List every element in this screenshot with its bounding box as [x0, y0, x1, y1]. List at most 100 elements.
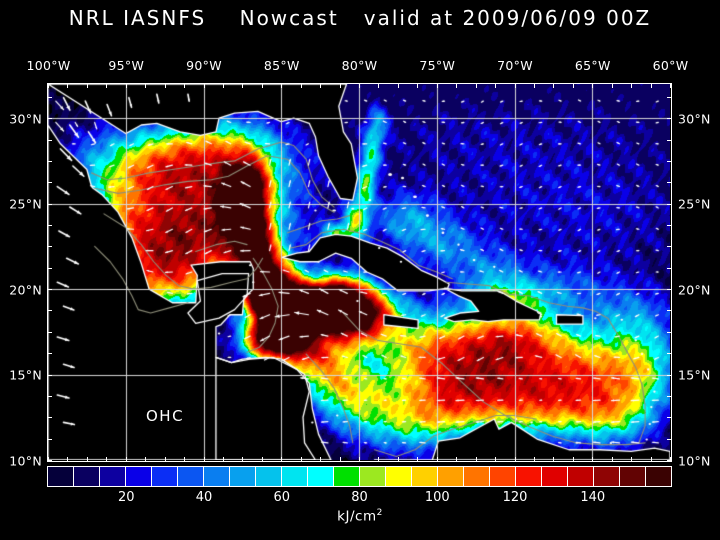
axis-tick [667, 160, 671, 162]
axis-tick [86, 457, 88, 461]
axis-tick [48, 118, 52, 120]
axis-tick [359, 84, 360, 88]
axis-tick [378, 457, 380, 461]
axis-tick [592, 84, 594, 88]
axis-tick [222, 84, 224, 88]
colorbar-cell [412, 467, 438, 486]
axis-tick [300, 457, 302, 461]
axis-tick [667, 118, 671, 120]
axis-tick [320, 84, 322, 88]
axis-tick [48, 353, 52, 355]
axis-tick [320, 457, 322, 461]
axis-tick [48, 331, 52, 333]
lat-tick-label: 20°N [9, 282, 42, 298]
axis-tick [667, 225, 671, 226]
axis-tick [667, 289, 671, 291]
axis-tick [145, 84, 147, 88]
ohc-heatmap-canvas[interactable] [48, 84, 670, 460]
ohc-map-panel[interactable]: OHC [47, 83, 672, 462]
lat-tick-label: 30°N [678, 111, 711, 127]
lat-tick-label: 25°N [678, 196, 711, 212]
colorbar-tick-label: 40 [195, 490, 213, 505]
lat-tick-label: 10°N [678, 453, 711, 468]
axis-tick [667, 96, 671, 98]
axis-tick [417, 84, 419, 88]
colorbar[interactable] [47, 466, 672, 487]
axis-tick [86, 84, 88, 88]
colorbar-cell [438, 467, 464, 486]
axis-tick [650, 457, 652, 461]
axis-tick [495, 457, 497, 461]
colorbar-cell [360, 467, 386, 486]
lon-tick-label: 100°W [26, 58, 71, 73]
axis-tick [572, 84, 574, 88]
lon-tick-label: 70°W [497, 58, 533, 73]
axis-tick [242, 84, 244, 88]
lon-tick-label: 80°W [341, 58, 378, 73]
axis-tick [670, 457, 671, 461]
axis-tick [300, 84, 302, 88]
axis-tick [611, 84, 613, 88]
axis-tick [667, 246, 671, 248]
page-title: NRL IASNFS Nowcast valid at 2009/06/09 0… [68, 6, 652, 30]
colorbar-unit-text: kJ/cm [337, 508, 377, 525]
axis-tick [514, 84, 516, 88]
axis-tick [203, 457, 205, 461]
axis-tick [667, 139, 671, 141]
axis-tick [417, 457, 419, 461]
axis-tick [48, 310, 52, 312]
axis-tick [572, 457, 574, 461]
axis-tick [242, 457, 244, 461]
axis-tick [667, 267, 671, 269]
colorbar-tick-label: 100 [424, 490, 450, 505]
axis-tick [631, 84, 633, 88]
lon-tick-label: 85°W [263, 58, 300, 73]
colorbar-cell [126, 467, 152, 486]
colorbar-cell [178, 467, 204, 486]
lat-tick-label: 25°N [9, 196, 42, 212]
axis-tick [48, 289, 52, 291]
axis-tick [475, 457, 477, 461]
axis-tick [667, 310, 671, 312]
axis-tick [203, 84, 205, 88]
axis-tick [48, 438, 52, 440]
axis-tick [436, 84, 438, 88]
axis-tick [650, 84, 652, 88]
lat-tick-label: 30°N [9, 111, 42, 127]
axis-tick [667, 438, 671, 440]
axis-tick [397, 457, 399, 461]
colorbar-tick-label: 140 [580, 490, 606, 505]
axis-tick [184, 84, 186, 88]
axis-tick [48, 96, 52, 98]
colorbar-cell [594, 467, 620, 486]
axis-tick [48, 246, 52, 248]
colorbar-cell [620, 467, 646, 486]
colorbar-cell [74, 467, 100, 486]
axis-tick [475, 84, 477, 88]
axis-tick [514, 457, 516, 461]
axis-tick [670, 84, 671, 88]
axis-tick [48, 225, 52, 226]
axis-tick [667, 460, 671, 461]
axis-tick [667, 182, 671, 184]
axis-tick [667, 395, 671, 397]
axis-tick [359, 457, 360, 461]
colorbar-cell [100, 467, 126, 486]
colorbar-cell [334, 467, 360, 486]
axis-tick [106, 84, 108, 88]
axis-tick [67, 84, 69, 88]
colorbar-cell [490, 467, 516, 486]
lon-tick-label: 60°W [652, 58, 689, 73]
axis-tick [456, 84, 458, 88]
axis-tick [261, 457, 263, 461]
axis-tick [436, 457, 438, 461]
axis-tick [281, 84, 283, 88]
colorbar-tick-label: 20 [117, 490, 135, 505]
colorbar-unit-label: kJ/cm2 [0, 508, 720, 525]
lon-tick-label: 75°W [419, 58, 456, 73]
axis-tick [222, 457, 224, 461]
axis-tick [667, 417, 671, 419]
colorbar-cell [542, 467, 568, 486]
axis-tick [48, 203, 52, 205]
